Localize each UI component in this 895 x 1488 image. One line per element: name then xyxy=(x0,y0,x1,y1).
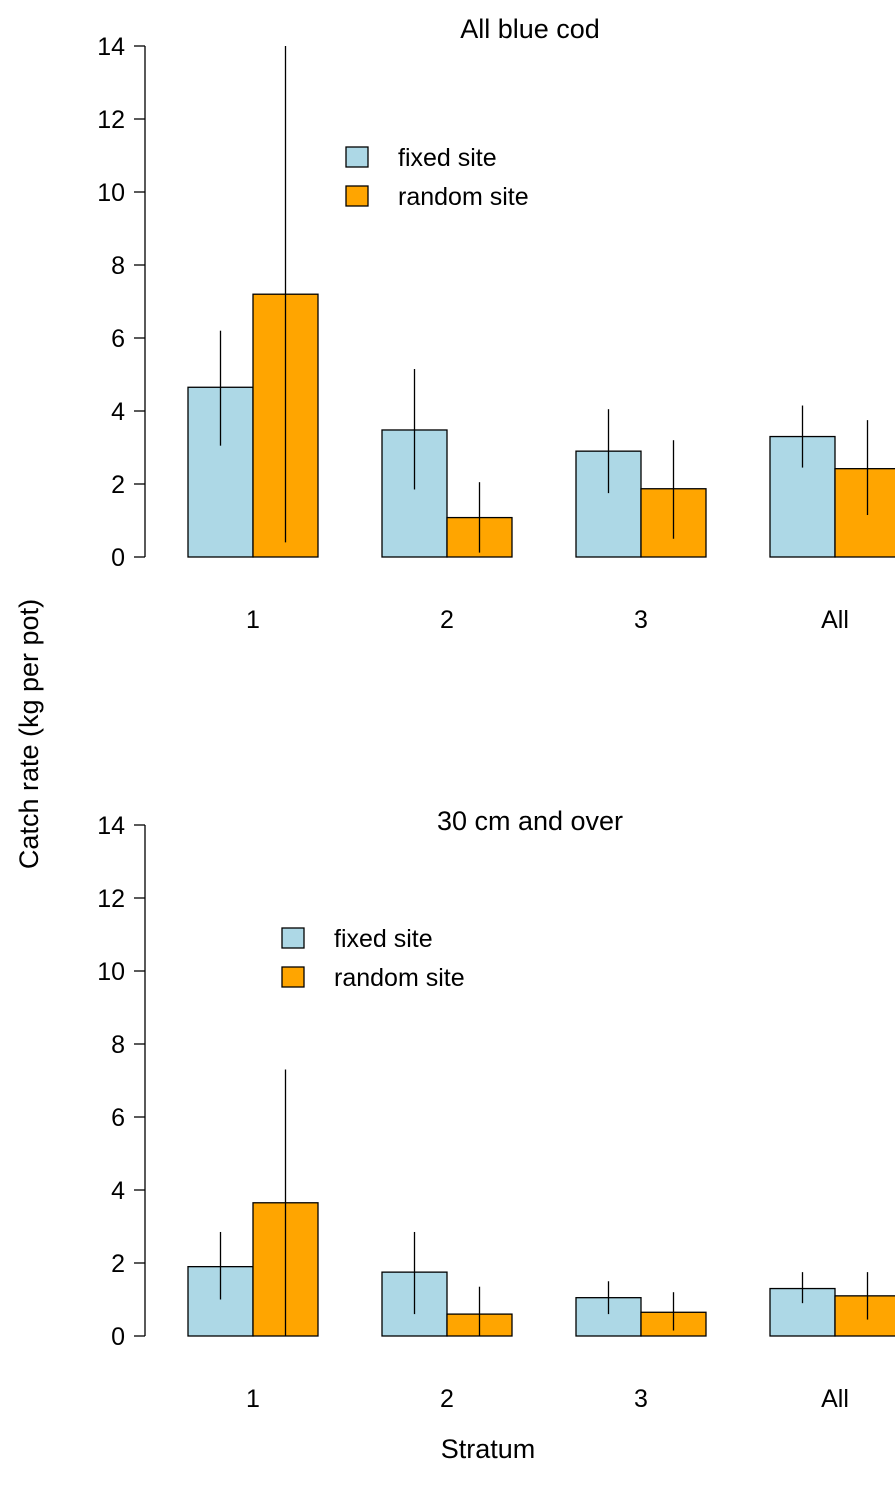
x-category-label: 2 xyxy=(440,606,454,634)
y-tick-label: 6 xyxy=(111,1104,125,1132)
legend-label-random: random site xyxy=(398,183,529,211)
y-tick-label: 10 xyxy=(97,958,125,986)
y-tick-label: 8 xyxy=(111,1031,125,1059)
y-tick-label: 12 xyxy=(97,885,125,913)
x-category-label: 3 xyxy=(634,606,648,634)
y-axis-label: Catch rate (kg per pot) xyxy=(14,599,44,869)
x-category-label: All xyxy=(821,1385,849,1413)
chart-title: All blue cod xyxy=(460,14,600,44)
y-tick-label: 14 xyxy=(97,33,125,61)
legend-swatch-random xyxy=(281,966,305,988)
x-category-label: All xyxy=(821,606,849,634)
y-tick-label: 10 xyxy=(97,179,125,207)
x-category-label: 3 xyxy=(634,1385,648,1413)
y-tick-label: 0 xyxy=(111,544,125,572)
legend-label-random: random site xyxy=(334,964,465,992)
y-tick-label: 0 xyxy=(111,1323,125,1351)
y-tick-label: 4 xyxy=(111,1177,125,1205)
legend-label-fixed: fixed site xyxy=(334,925,433,953)
bar-random-stratum-all xyxy=(834,1295,895,1337)
y-tick-label: 6 xyxy=(111,325,125,353)
y-tick-label: 2 xyxy=(111,471,125,499)
y-tick-label: 4 xyxy=(111,398,125,426)
legend-label-fixed: fixed site xyxy=(398,144,497,172)
bar-random-stratum-all xyxy=(834,468,895,558)
legend-swatch-fixed xyxy=(345,146,369,168)
x-category-label: 2 xyxy=(440,1385,454,1413)
legend-swatch-fixed xyxy=(281,927,305,949)
chart-title: 30 cm and over xyxy=(437,806,623,836)
legend-swatch-random xyxy=(345,185,369,207)
y-tick-label: 12 xyxy=(97,106,125,134)
x-category-label: 1 xyxy=(246,606,260,634)
y-tick-label: 8 xyxy=(111,252,125,280)
x-category-label: 1 xyxy=(246,1385,260,1413)
y-tick-label: 2 xyxy=(111,1250,125,1278)
x-axis-label: Stratum xyxy=(441,1434,536,1464)
y-tick-label: 14 xyxy=(97,812,125,840)
